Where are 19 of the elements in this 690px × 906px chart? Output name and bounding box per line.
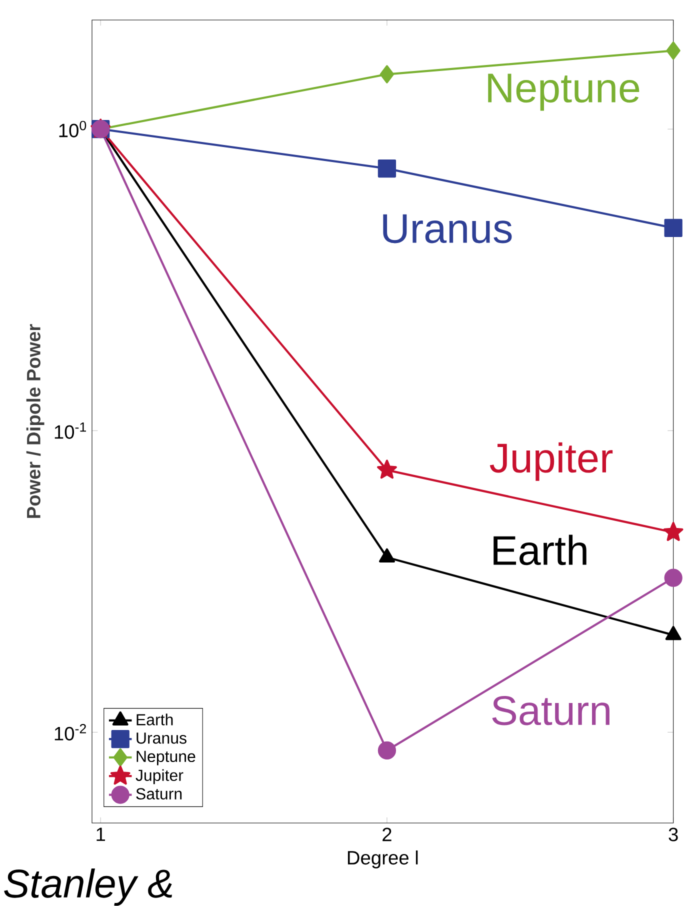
text: Stanley & [4,868,172,906]
y-tick-label: 10$^{0}$ [59,120,86,138]
x-tick-label: 2 [382,828,392,842]
annotation: Jupiter [490,442,613,481]
x-tick-label: 3 [668,828,678,842]
y-axis-title: Power / Dipole Power [26,324,44,518]
y-tick-label: 10$^{-2}$ [54,724,86,740]
annotation: Neptune [488,74,640,111]
x-axis-title: Degree l [348,850,418,868]
annotation: Saturn [492,696,610,726]
y-tick-label: 10$^{-1}$ [54,422,86,439]
legend-label: Neptune [136,750,196,766]
x-tick-label: 1 [96,828,105,841]
annotation: Earth [494,534,586,566]
legend-label: Earth [136,714,173,726]
annotation: Uranus [383,214,512,244]
legend-label: Jupiter [136,769,184,784]
legend-label: Uranus [136,732,186,744]
legend-label: Saturn [136,788,182,800]
